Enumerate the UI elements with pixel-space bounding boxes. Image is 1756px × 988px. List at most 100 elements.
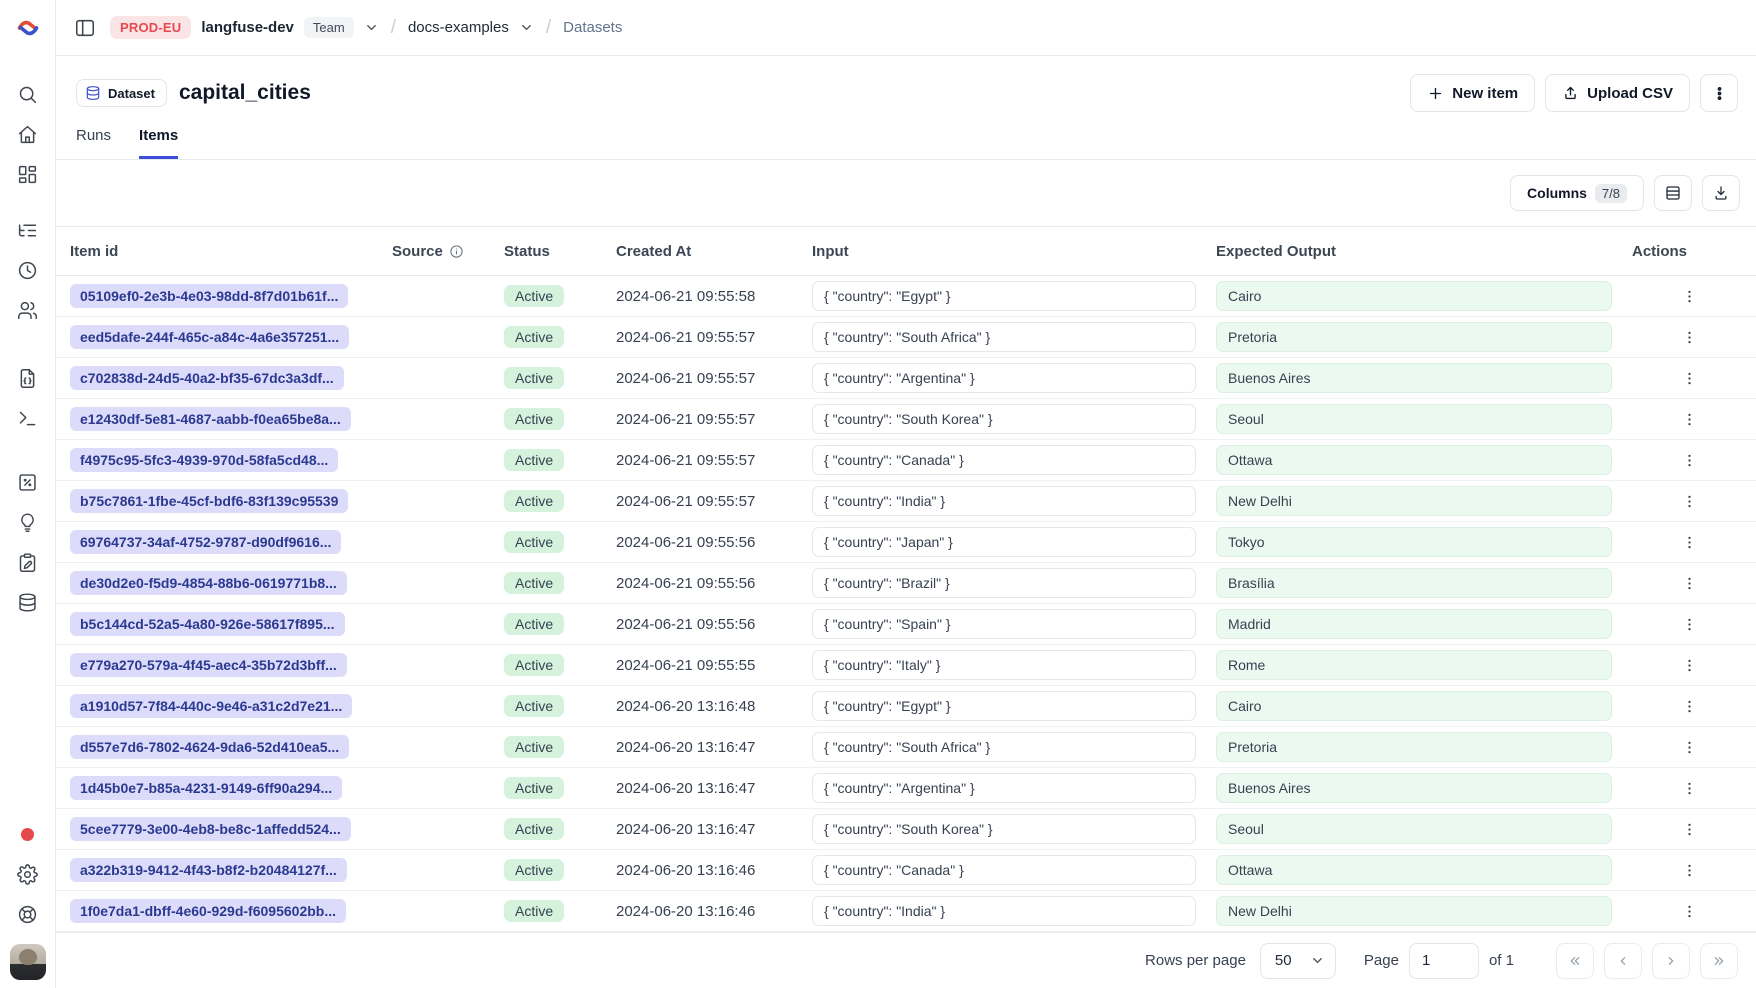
next-page-button[interactable] [1652,943,1690,979]
dashboard-icon[interactable] [0,154,56,194]
expected-output-cell[interactable]: Buenos Aires [1216,773,1612,803]
item-id-link[interactable]: 5cee7779-3e00-4eb8-be8c-1affedd524... [70,817,351,841]
input-cell[interactable]: { "country": "India" } [812,486,1196,516]
search-icon[interactable] [0,74,56,114]
input-cell[interactable]: { "country": "Italy" } [812,650,1196,680]
input-cell[interactable]: { "country": "Canada" } [812,445,1196,475]
evaluation-icon[interactable] [0,462,56,502]
row-actions-button[interactable] [1673,817,1706,842]
panel-toggle-icon[interactable] [70,13,100,43]
item-id-link[interactable]: e779a270-579a-4f45-aec4-35b72d3bff... [70,653,347,677]
support-lifebuoy-icon[interactable] [0,894,56,934]
upload-csv-button[interactable]: Upload CSV [1545,74,1690,112]
input-cell[interactable]: { "country": "Argentina" } [812,773,1196,803]
expected-output-cell[interactable]: New Delhi [1216,896,1612,926]
expected-output-cell[interactable]: Rome [1216,650,1612,680]
settings-gear-icon[interactable] [0,854,56,894]
row-actions-button[interactable] [1673,366,1706,391]
expected-output-cell[interactable]: Buenos Aires [1216,363,1612,393]
item-id-link[interactable]: 05109ef0-2e3b-4e03-98dd-8f7d01b61f... [70,284,348,308]
row-actions-button[interactable] [1673,407,1706,432]
org-type-badge[interactable]: Team [304,17,354,38]
export-button[interactable] [1702,175,1740,211]
expected-output-cell[interactable]: Cairo [1216,281,1612,311]
row-actions-button[interactable] [1673,653,1706,678]
row-actions-button[interactable] [1673,571,1706,596]
rows-per-page-select[interactable]: 50 [1260,943,1336,979]
traces-icon[interactable] [0,210,56,250]
page-kebab-menu-button[interactable] [1700,74,1738,112]
playground-terminal-icon[interactable] [0,398,56,438]
insights-bulb-icon[interactable] [0,502,56,542]
expected-output-cell[interactable]: Pretoria [1216,322,1612,352]
chevron-down-icon[interactable] [364,20,379,35]
new-item-button[interactable]: New item [1410,74,1535,112]
input-cell[interactable]: { "country": "Brazil" } [812,568,1196,598]
input-cell[interactable]: { "country": "Canada" } [812,855,1196,885]
sessions-clock-icon[interactable] [0,250,56,290]
expected-output-cell[interactable]: Seoul [1216,404,1612,434]
row-actions-button[interactable] [1673,325,1706,350]
row-actions-button[interactable] [1673,899,1706,924]
row-actions-button[interactable] [1673,612,1706,637]
row-actions-button[interactable] [1673,858,1706,883]
datasets-database-icon[interactable] [0,582,56,622]
item-id-link[interactable]: a322b319-9412-4f43-b8f2-b20484127f... [70,858,347,882]
expected-output-cell[interactable]: Cairo [1216,691,1612,721]
input-cell[interactable]: { "country": "South Korea" } [812,404,1196,434]
input-cell[interactable]: { "country": "Japan" } [812,527,1196,557]
input-cell[interactable]: { "country": "South Korea" } [812,814,1196,844]
annotation-clipboard-icon[interactable] [0,542,56,582]
row-actions-button[interactable] [1673,489,1706,514]
first-page-button[interactable] [1556,943,1594,979]
system-status-dot[interactable] [0,814,56,854]
item-id-link[interactable]: c702838d-24d5-40a2-bf35-67dc3a3df... [70,366,344,390]
langfuse-logo[interactable] [0,0,55,56]
input-cell[interactable]: { "country": "Spain" } [812,609,1196,639]
row-actions-button[interactable] [1673,776,1706,801]
item-id-link[interactable]: 1f0e7da1-dbff-4e60-929d-f6095602bb... [70,899,346,923]
expected-output-cell[interactable]: Tokyo [1216,527,1612,557]
item-id-link[interactable]: eed5dafe-244f-465c-a84c-4a6e357251... [70,325,349,349]
item-id-link[interactable]: 1d45b0e7-b85a-4231-9149-6ff90a294... [70,776,342,800]
previous-page-button[interactable] [1604,943,1642,979]
expected-output-cell[interactable]: Brasília [1216,568,1612,598]
row-height-button[interactable] [1654,175,1692,211]
home-icon[interactable] [0,114,56,154]
input-cell[interactable]: { "country": "Egypt" } [812,691,1196,721]
row-actions-button[interactable] [1673,530,1706,555]
expected-output-cell[interactable]: Ottawa [1216,855,1612,885]
chevron-down-icon[interactable] [519,20,534,35]
env-badge[interactable]: PROD-EU [110,16,191,39]
item-id-link[interactable]: de30d2e0-f5d9-4854-88b6-0619771b8... [70,571,347,595]
row-actions-button[interactable] [1673,735,1706,760]
item-id-link[interactable]: d557e7d6-7802-4624-9da6-52d410ea5... [70,735,349,759]
item-id-link[interactable]: 69764737-34af-4752-9787-d90df9616... [70,530,341,554]
prompts-file-icon[interactable] [0,358,56,398]
item-id-link[interactable]: f4975c95-5fc3-4939-970d-58fa5cd48... [70,448,338,472]
columns-button[interactable]: Columns 7/8 [1510,175,1644,211]
project-name[interactable]: docs-examples [408,19,509,36]
row-actions-button[interactable] [1673,284,1706,309]
page-number-input[interactable] [1409,943,1479,979]
input-cell[interactable]: { "country": "Egypt" } [812,281,1196,311]
input-cell[interactable]: { "country": "Argentina" } [812,363,1196,393]
input-cell[interactable]: { "country": "India" } [812,896,1196,926]
item-id-link[interactable]: a1910d57-7f84-440c-9e46-a31c2d7e21... [70,694,352,718]
expected-output-cell[interactable]: Madrid [1216,609,1612,639]
tab-items[interactable]: Items [139,127,178,159]
last-page-button[interactable] [1700,943,1738,979]
user-avatar[interactable] [10,944,46,980]
row-actions-button[interactable] [1673,694,1706,719]
item-id-link[interactable]: b5c144cd-52a5-4a80-926e-58617f895... [70,612,345,636]
info-icon[interactable] [449,244,464,259]
org-name[interactable]: langfuse-dev [201,19,294,36]
input-cell[interactable]: { "country": "South Africa" } [812,322,1196,352]
users-icon[interactable] [0,290,56,330]
item-id-link[interactable]: e12430df-5e81-4687-aabb-f0ea65be8a... [70,407,351,431]
input-cell[interactable]: { "country": "South Africa" } [812,732,1196,762]
tab-runs[interactable]: Runs [76,127,111,159]
expected-output-cell[interactable]: Seoul [1216,814,1612,844]
item-id-link[interactable]: b75c7861-1fbe-45cf-bdf6-83f139c95539 [70,489,348,513]
expected-output-cell[interactable]: Pretoria [1216,732,1612,762]
